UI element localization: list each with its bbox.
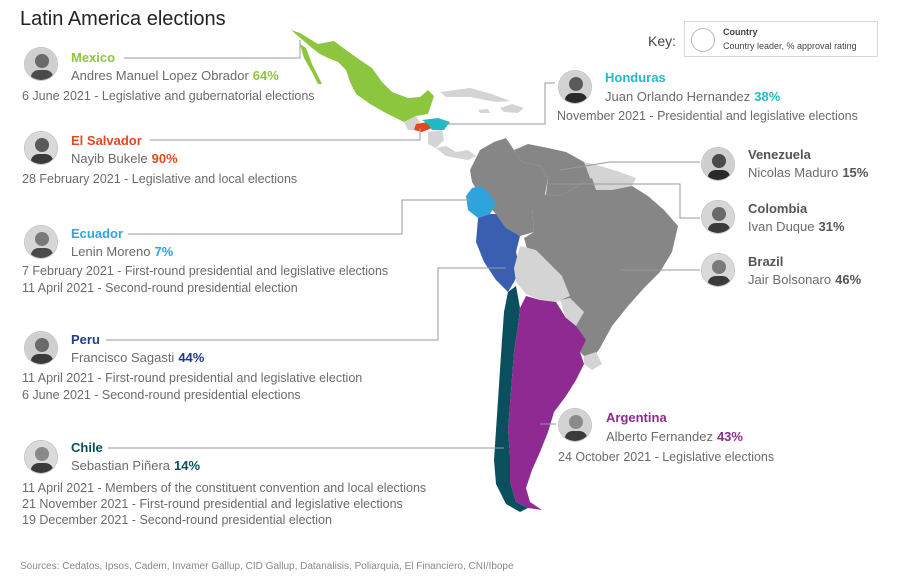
leader-mexico: Andres Manuel Lopez Obrador 64% bbox=[71, 68, 279, 83]
event-honduras-0: November 2021 - Presidential and legisla… bbox=[557, 109, 858, 123]
person-icon bbox=[702, 148, 734, 180]
chile-leader-avatar bbox=[24, 440, 58, 474]
key-avatar-icon bbox=[691, 28, 715, 52]
country-name-mexico: Mexico bbox=[71, 50, 116, 65]
event-chile-0: 11 April 2021 - Members of the constitue… bbox=[22, 481, 427, 495]
cuba-shape bbox=[440, 88, 510, 102]
event-ecuador-0: 7 February 2021 - First-round presidenti… bbox=[22, 264, 389, 278]
nicaragua-shape bbox=[428, 130, 444, 148]
argentina-leader-avatar bbox=[558, 408, 592, 442]
costa-rica-panama-shape bbox=[436, 146, 476, 160]
honduras-shape bbox=[422, 118, 450, 130]
key-label: Key: bbox=[648, 33, 677, 49]
person-icon bbox=[25, 226, 57, 258]
mexico-shape bbox=[291, 30, 434, 122]
event-peru-0: 11 April 2021 - First-round presidential… bbox=[22, 371, 363, 385]
venezuela-shape bbox=[514, 144, 592, 196]
country-name-ecuador: Ecuador bbox=[71, 226, 124, 241]
peru-leader-avatar bbox=[24, 331, 58, 365]
chart-title: Latin America elections bbox=[20, 8, 226, 30]
event-ecuador-1: 11 April 2021 - Second-round presidentia… bbox=[22, 281, 298, 295]
event-peru-1: 6 June 2021 - Second-round presidential … bbox=[22, 388, 301, 402]
person-icon bbox=[702, 201, 734, 233]
venezuela-line bbox=[559, 161, 700, 171]
leader-lines bbox=[106, 40, 700, 449]
person-icon bbox=[25, 332, 57, 364]
jamaica-shape bbox=[478, 109, 490, 113]
leader-peru: Francisco Sagasti 44% bbox=[71, 350, 205, 365]
bolivia-shape bbox=[514, 246, 570, 302]
country-name-argentina: Argentina bbox=[606, 410, 667, 425]
event-mexico-0: 6 June 2021 - Legislative and gubernator… bbox=[22, 89, 315, 103]
source-note: Sources: Cedatos, Ipsos, Cadem, Invamer … bbox=[20, 561, 514, 572]
mexico-leader-avatar bbox=[24, 47, 58, 81]
argentina-shape bbox=[508, 296, 586, 510]
leader-argentina: Alberto Fernandez 43% bbox=[606, 429, 743, 444]
leader-venezuela: Nicolas Maduro 15% bbox=[748, 165, 869, 180]
leader-ecuador: Lenin Moreno 7% bbox=[71, 244, 174, 259]
event-argentina-0: 24 October 2021 - Legislative elections bbox=[558, 450, 775, 464]
colombia-line bbox=[550, 183, 700, 219]
country-name-honduras: Honduras bbox=[605, 70, 666, 85]
country-name-brazil: Brazil bbox=[748, 254, 784, 269]
event-chile-1: 21 November 2021 - First-round president… bbox=[22, 497, 403, 511]
guyanas-shape bbox=[584, 162, 636, 190]
brazil-shape bbox=[524, 178, 678, 362]
ecuador-line bbox=[128, 199, 470, 235]
country-name-venezuela: Venezuela bbox=[748, 147, 811, 162]
honduras-leader-avatar bbox=[558, 70, 592, 104]
event-chile-2: 19 December 2021 - Second-round presiden… bbox=[22, 513, 332, 527]
leader-name: Andres Manuel Lopez Obrador bbox=[71, 68, 249, 83]
person-icon bbox=[559, 409, 591, 441]
el-salvador-line bbox=[150, 128, 421, 141]
leader-chile: Sebastian Piñera 14% bbox=[71, 458, 201, 473]
country-name-chile: Chile bbox=[71, 440, 103, 455]
colombia-shape bbox=[470, 138, 548, 236]
peru-shape bbox=[476, 214, 520, 292]
person-icon bbox=[702, 254, 734, 286]
key-box: Country Country leader, % approval ratin… bbox=[684, 21, 878, 57]
person-icon bbox=[25, 132, 57, 164]
colombia-leader-avatar bbox=[701, 200, 735, 234]
mexico-line bbox=[124, 40, 301, 59]
el-salvador-shape bbox=[414, 122, 432, 132]
leader-brazil: Jair Bolsonaro 46% bbox=[748, 272, 862, 287]
person-icon bbox=[25, 48, 57, 80]
hispaniola-shape bbox=[500, 104, 524, 113]
venezuela-leader-avatar bbox=[701, 147, 735, 181]
ecuador-leader-avatar bbox=[24, 225, 58, 259]
person-icon bbox=[25, 441, 57, 473]
country-name-peru: Peru bbox=[71, 332, 100, 347]
leader-honduras: Juan Orlando Hernandez 38% bbox=[605, 89, 781, 104]
leader-colombia: Ivan Duque 31% bbox=[748, 219, 845, 234]
event-el-salvador-0: 28 February 2021 - Legislative and local… bbox=[22, 172, 298, 186]
honduras-line bbox=[444, 82, 555, 125]
uruguay-shape bbox=[584, 352, 602, 370]
paraguay-shape bbox=[560, 298, 584, 326]
person-icon bbox=[559, 71, 591, 103]
brazil-leader-avatar bbox=[701, 253, 735, 287]
key-leader-label: Country leader, % approval rating bbox=[723, 41, 857, 51]
country-name-colombia: Colombia bbox=[748, 201, 808, 216]
leader-el-salvador: Nayib Bukele 90% bbox=[71, 151, 178, 166]
el-salvador-leader-avatar bbox=[24, 131, 58, 165]
country-name-el-salvador: El Salvador bbox=[71, 133, 142, 148]
ecuador-shape bbox=[466, 186, 496, 218]
chile-shape bbox=[494, 286, 528, 512]
peru-line bbox=[106, 267, 506, 341]
key-country-label: Country bbox=[723, 27, 758, 37]
approval-rating: 64% bbox=[252, 68, 279, 83]
